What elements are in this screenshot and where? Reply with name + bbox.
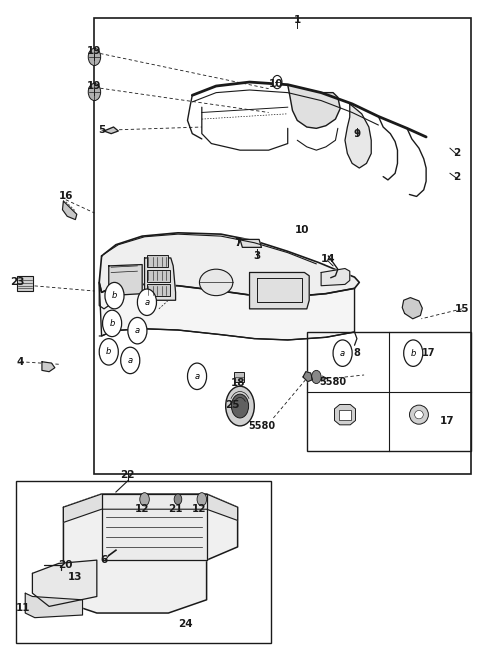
Text: b: b — [109, 319, 115, 328]
Text: 16: 16 — [59, 191, 73, 201]
Text: a: a — [194, 372, 200, 380]
Polygon shape — [102, 494, 206, 560]
Text: 12: 12 — [192, 503, 207, 513]
Circle shape — [231, 394, 249, 418]
Polygon shape — [63, 494, 238, 523]
Text: 22: 22 — [120, 471, 135, 481]
Bar — [147, 284, 170, 296]
Text: 19: 19 — [87, 81, 102, 91]
Bar — [17, 276, 34, 291]
Text: 2: 2 — [454, 171, 461, 182]
Circle shape — [140, 493, 149, 506]
Text: 14: 14 — [321, 254, 336, 264]
Polygon shape — [288, 85, 340, 128]
Text: 8: 8 — [353, 348, 360, 358]
Polygon shape — [402, 297, 422, 319]
Text: 5580: 5580 — [248, 421, 275, 431]
Text: 10: 10 — [295, 224, 309, 234]
Bar — [147, 255, 168, 267]
Circle shape — [103, 310, 121, 337]
Polygon shape — [240, 240, 262, 248]
Polygon shape — [144, 258, 176, 300]
Circle shape — [128, 317, 147, 344]
Polygon shape — [99, 233, 360, 297]
Text: 11: 11 — [16, 604, 30, 614]
Text: 19: 19 — [87, 46, 102, 56]
Circle shape — [404, 340, 423, 367]
Text: 21: 21 — [168, 503, 183, 513]
Text: a: a — [135, 326, 140, 335]
Circle shape — [137, 289, 156, 315]
Circle shape — [99, 339, 118, 365]
Bar — [147, 270, 170, 282]
Bar — [16, 481, 271, 643]
Text: 9: 9 — [353, 129, 360, 139]
Text: 13: 13 — [68, 572, 83, 582]
Circle shape — [333, 340, 352, 367]
Text: b: b — [112, 291, 117, 300]
Text: 18: 18 — [230, 378, 245, 388]
Circle shape — [226, 386, 254, 426]
Circle shape — [273, 76, 282, 89]
Polygon shape — [33, 560, 97, 606]
Ellipse shape — [415, 410, 423, 419]
Text: 5580: 5580 — [320, 376, 347, 386]
Ellipse shape — [409, 405, 429, 424]
Polygon shape — [335, 404, 356, 425]
Bar — [234, 372, 244, 382]
Text: 4: 4 — [17, 357, 24, 367]
Text: 6: 6 — [100, 555, 108, 565]
Text: 10: 10 — [268, 79, 283, 89]
Text: 17: 17 — [422, 348, 435, 358]
Text: 3: 3 — [253, 251, 260, 261]
Text: a: a — [340, 349, 345, 358]
Circle shape — [88, 48, 101, 66]
Circle shape — [88, 84, 101, 100]
Text: 17: 17 — [440, 416, 455, 426]
Polygon shape — [25, 593, 83, 618]
Text: 25: 25 — [226, 400, 240, 410]
Polygon shape — [303, 372, 312, 382]
Text: a: a — [144, 297, 149, 307]
Text: 5: 5 — [98, 125, 105, 135]
Bar — [307, 332, 471, 451]
Polygon shape — [345, 104, 371, 168]
Bar — [95, 18, 471, 474]
Polygon shape — [99, 282, 355, 340]
Text: 20: 20 — [59, 560, 73, 570]
Circle shape — [105, 282, 124, 309]
Circle shape — [120, 347, 140, 374]
Polygon shape — [62, 201, 77, 220]
Ellipse shape — [199, 269, 233, 295]
Text: 2: 2 — [454, 149, 461, 159]
Text: b: b — [106, 347, 111, 357]
Text: 12: 12 — [135, 503, 149, 513]
Text: a: a — [128, 356, 133, 365]
Text: b: b — [410, 349, 416, 358]
Bar — [339, 410, 351, 420]
Circle shape — [188, 363, 206, 390]
Text: 15: 15 — [455, 304, 469, 314]
Text: 24: 24 — [178, 620, 192, 629]
Text: 7: 7 — [234, 238, 241, 248]
Circle shape — [174, 494, 182, 505]
Polygon shape — [42, 362, 55, 372]
Polygon shape — [250, 272, 309, 309]
Text: 23: 23 — [10, 278, 24, 288]
Circle shape — [312, 371, 321, 384]
Polygon shape — [321, 268, 350, 286]
Polygon shape — [109, 264, 142, 295]
Polygon shape — [63, 494, 238, 613]
Polygon shape — [104, 127, 118, 133]
Circle shape — [197, 493, 206, 506]
Text: 1: 1 — [294, 15, 301, 25]
